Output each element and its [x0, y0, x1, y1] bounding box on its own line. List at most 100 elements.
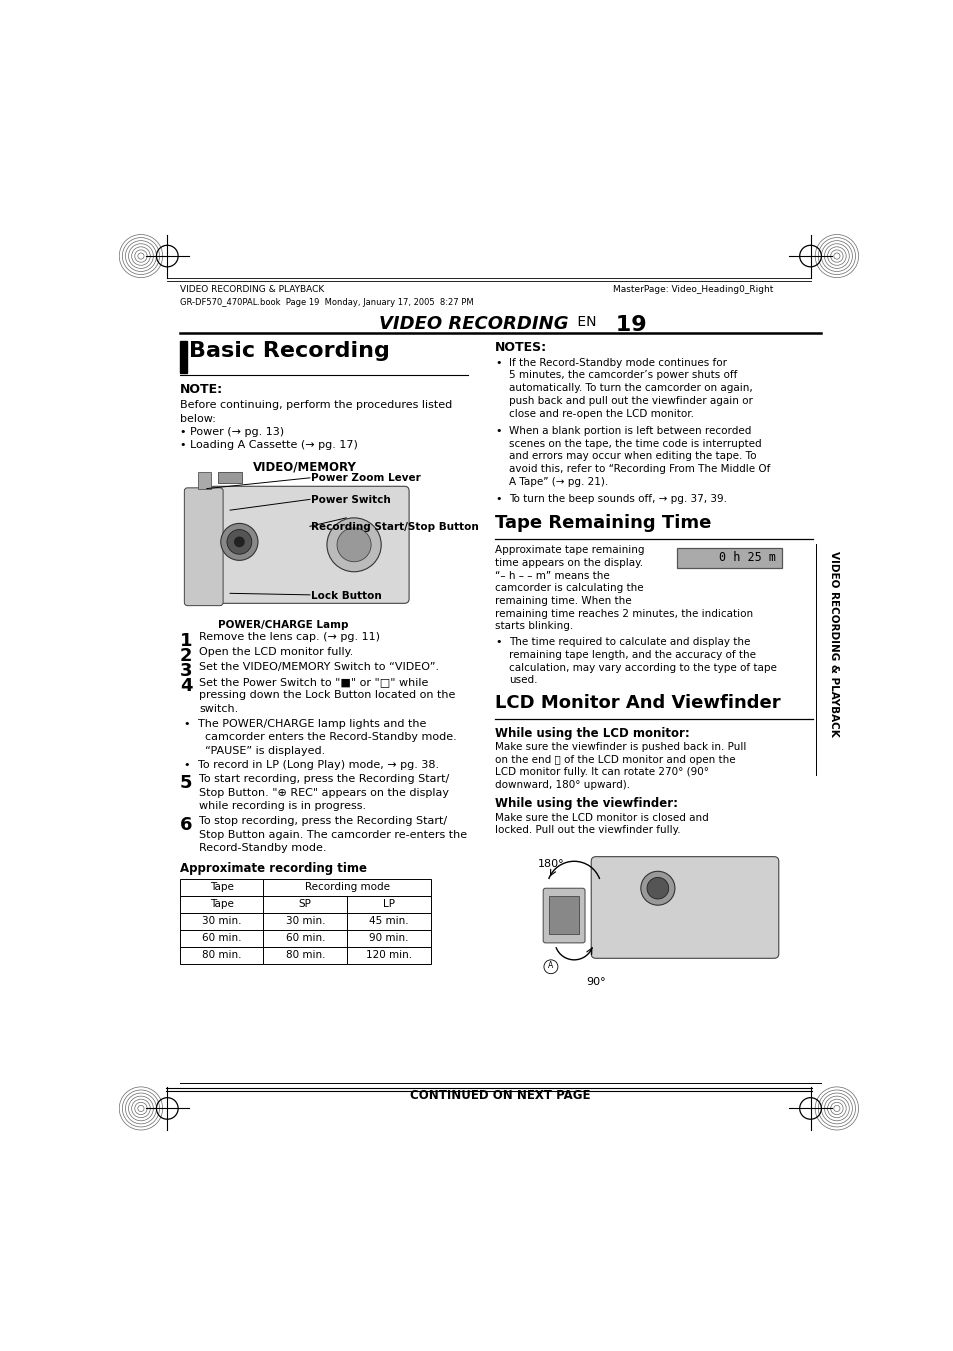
Text: •: •: [183, 761, 190, 770]
Text: starts blinking.: starts blinking.: [495, 621, 573, 631]
Text: 2: 2: [179, 647, 192, 665]
Text: Remove the lens cap. (→ pg. 11): Remove the lens cap. (→ pg. 11): [199, 632, 379, 642]
Text: The POWER/CHARGE lamp lights and the: The POWER/CHARGE lamp lights and the: [197, 719, 425, 728]
Text: VIDEO/MEMORY: VIDEO/MEMORY: [253, 461, 356, 473]
Text: remaining time. When the: remaining time. When the: [495, 596, 631, 607]
Text: VIDEO RECORDING & PLAYBACK: VIDEO RECORDING & PLAYBACK: [179, 285, 324, 295]
Text: and errors may occur when editing the tape. To: and errors may occur when editing the ta…: [509, 451, 756, 461]
Text: Power Switch: Power Switch: [311, 494, 391, 505]
Circle shape: [640, 871, 674, 905]
Bar: [347, 947, 431, 963]
Text: downward, 180° upward).: downward, 180° upward).: [495, 780, 630, 790]
Text: locked. Pull out the viewfinder fully.: locked. Pull out the viewfinder fully.: [495, 825, 680, 835]
Text: While using the viewfinder:: While using the viewfinder:: [495, 797, 678, 811]
Text: Tape: Tape: [210, 900, 233, 909]
Text: 60 min.: 60 min.: [202, 934, 241, 943]
Text: POWER/CHARGE Lamp: POWER/CHARGE Lamp: [218, 620, 349, 630]
FancyBboxPatch shape: [591, 857, 778, 958]
Circle shape: [327, 517, 381, 571]
Text: 5 minutes, the camcorder’s power shuts off: 5 minutes, the camcorder’s power shuts o…: [509, 370, 737, 381]
Text: A Tape” (→ pg. 21).: A Tape” (→ pg. 21).: [509, 477, 608, 486]
Text: camcorder is calculating the: camcorder is calculating the: [495, 584, 643, 593]
Text: switch.: switch.: [199, 704, 238, 713]
Bar: [263, 880, 431, 896]
Text: VIDEO RECORDING & PLAYBACK: VIDEO RECORDING & PLAYBACK: [828, 551, 838, 736]
Text: NOTES:: NOTES:: [495, 340, 547, 354]
Bar: [179, 880, 263, 896]
FancyBboxPatch shape: [542, 888, 584, 943]
Text: If the Record-Standby mode continues for: If the Record-Standby mode continues for: [509, 358, 726, 367]
Text: remaining time reaches 2 minutes, the indication: remaining time reaches 2 minutes, the in…: [495, 609, 753, 619]
Circle shape: [336, 528, 371, 562]
Bar: [179, 947, 263, 963]
Text: time appears on the display.: time appears on the display.: [495, 558, 642, 567]
Bar: [347, 929, 431, 947]
Bar: [263, 896, 347, 913]
Text: SP: SP: [298, 900, 312, 909]
Bar: [549, 896, 578, 935]
Text: calculation, may vary according to the type of tape: calculation, may vary according to the t…: [509, 662, 776, 673]
Text: 19: 19: [607, 315, 645, 335]
Text: 90 min.: 90 min.: [369, 934, 408, 943]
Text: Stop Button. "⊕ REC" appears on the display: Stop Button. "⊕ REC" appears on the disp…: [199, 788, 449, 797]
Text: close and re-open the LCD monitor.: close and re-open the LCD monitor.: [509, 408, 694, 419]
Text: A: A: [548, 961, 553, 970]
Text: Approximate tape remaining: Approximate tape remaining: [495, 546, 644, 555]
Text: Recording Start/Stop Button: Recording Start/Stop Button: [311, 521, 478, 532]
Text: used.: used.: [509, 676, 537, 685]
Text: 120 min.: 120 min.: [366, 950, 412, 961]
Text: on the end Ⓐ of the LCD monitor and open the: on the end Ⓐ of the LCD monitor and open…: [495, 755, 735, 765]
Bar: [218, 471, 241, 484]
Text: Make sure the LCD monitor is closed and: Make sure the LCD monitor is closed and: [495, 813, 708, 823]
Text: “– h – – m” means the: “– h – – m” means the: [495, 570, 609, 581]
Text: Approximate recording time: Approximate recording time: [179, 862, 366, 875]
Text: •: •: [495, 638, 501, 647]
Text: Tape Remaining Time: Tape Remaining Time: [495, 515, 711, 532]
Circle shape: [646, 877, 668, 898]
Text: 90°: 90°: [586, 977, 605, 986]
Text: To record in LP (Long Play) mode, → pg. 38.: To record in LP (Long Play) mode, → pg. …: [197, 761, 438, 770]
FancyBboxPatch shape: [210, 486, 409, 604]
Bar: [179, 340, 187, 373]
Text: 4: 4: [179, 677, 192, 694]
Text: 80 min.: 80 min.: [202, 950, 241, 961]
Bar: [179, 913, 263, 929]
Text: The time required to calculate and display the: The time required to calculate and displ…: [509, 638, 750, 647]
Text: • Power (→ pg. 13): • Power (→ pg. 13): [179, 427, 284, 436]
Text: •: •: [183, 719, 190, 728]
Text: Make sure the viewfinder is pushed back in. Pull: Make sure the viewfinder is pushed back …: [495, 742, 745, 753]
Bar: [263, 929, 347, 947]
Text: Recording mode: Recording mode: [304, 882, 389, 893]
Text: VIDEO RECORDING: VIDEO RECORDING: [379, 315, 568, 332]
Text: below:: below:: [179, 413, 215, 423]
Text: When a blank portion is left between recorded: When a blank portion is left between rec…: [509, 426, 751, 436]
Text: 60 min.: 60 min.: [285, 934, 325, 943]
Text: MasterPage: Video_Heading0_Right: MasterPage: Video_Heading0_Right: [613, 285, 773, 295]
Circle shape: [227, 530, 252, 554]
Text: Set the VIDEO/MEMORY Switch to “VIDEO”.: Set the VIDEO/MEMORY Switch to “VIDEO”.: [199, 662, 438, 671]
Text: • Loading A Cassette (→ pg. 17): • Loading A Cassette (→ pg. 17): [179, 440, 357, 450]
Text: While using the LCD monitor:: While using the LCD monitor:: [495, 727, 689, 739]
Text: GR-DF570_470PAL.book  Page 19  Monday, January 17, 2005  8:27 PM: GR-DF570_470PAL.book Page 19 Monday, Jan…: [179, 299, 473, 308]
Text: Record-Standby mode.: Record-Standby mode.: [199, 843, 326, 854]
Text: 80 min.: 80 min.: [285, 950, 325, 961]
Text: Open the LCD monitor fully.: Open the LCD monitor fully.: [199, 647, 353, 657]
Text: 6: 6: [179, 816, 192, 834]
Text: Basic Recording: Basic Recording: [189, 340, 390, 361]
Text: while recording is in progress.: while recording is in progress.: [199, 801, 366, 811]
Bar: [179, 896, 263, 913]
Text: automatically. To turn the camcorder on again,: automatically. To turn the camcorder on …: [509, 384, 752, 393]
Bar: [197, 471, 212, 489]
Text: •: •: [495, 358, 501, 367]
Text: camcorder enters the Record-Standby mode.: camcorder enters the Record-Standby mode…: [197, 732, 456, 742]
Text: 0 h 25 m: 0 h 25 m: [718, 551, 775, 563]
Text: 45 min.: 45 min.: [369, 916, 408, 927]
Text: 30 min.: 30 min.: [285, 916, 325, 927]
Text: 180°: 180°: [537, 859, 564, 869]
Text: remaining tape length, and the accuracy of the: remaining tape length, and the accuracy …: [509, 650, 756, 659]
Text: •: •: [495, 494, 501, 504]
Text: avoid this, refer to “Recording From The Middle Of: avoid this, refer to “Recording From The…: [509, 463, 770, 474]
Text: Power Zoom Lever: Power Zoom Lever: [311, 473, 421, 484]
Text: “PAUSE” is displayed.: “PAUSE” is displayed.: [197, 746, 324, 755]
Text: To turn the beep sounds off, → pg. 37, 39.: To turn the beep sounds off, → pg. 37, 3…: [509, 494, 726, 504]
